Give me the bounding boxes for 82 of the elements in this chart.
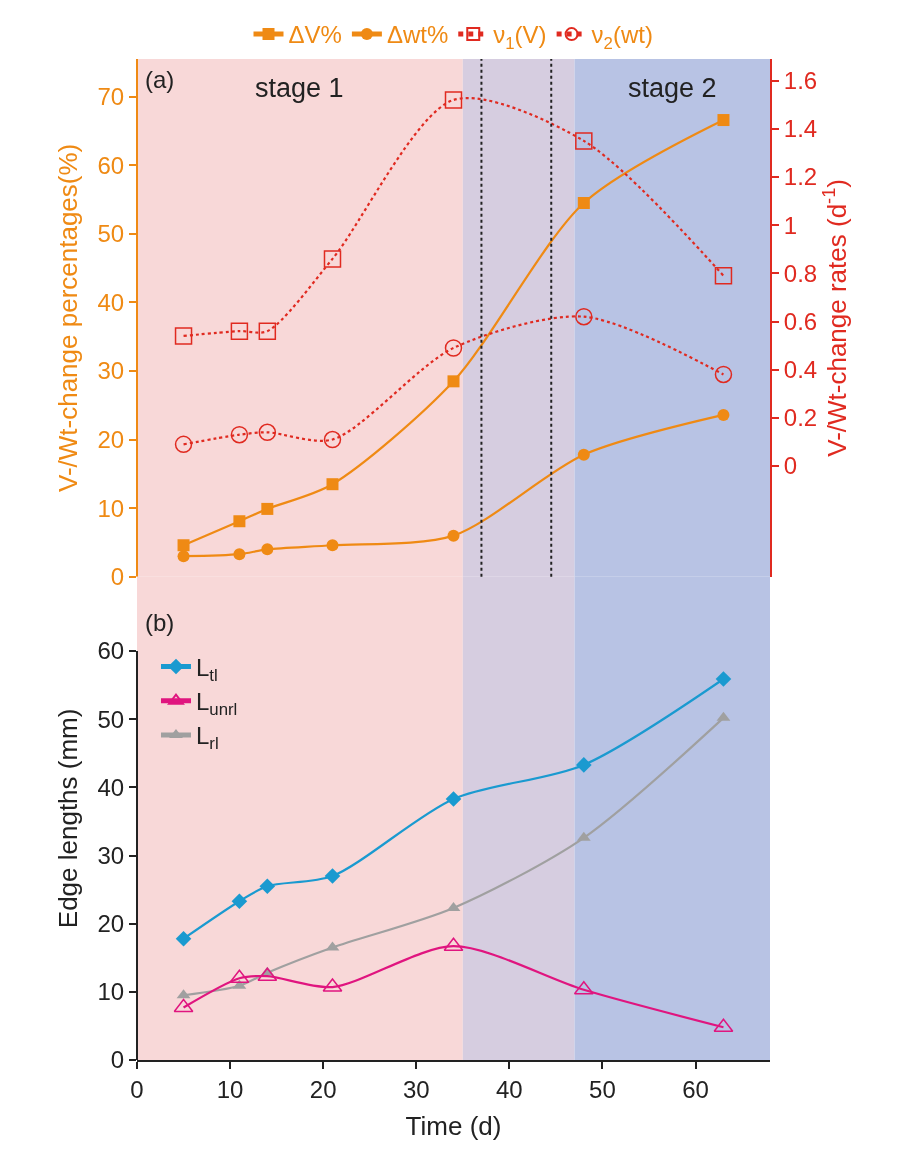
point [575,307,593,326]
y2-tick-label: 0.6 [783,307,818,335]
y-tick-label: 20 [97,426,125,454]
point [575,132,593,150]
point [326,478,339,491]
y-tick-label: 0 [110,1046,125,1074]
point [233,548,246,561]
legend-label: L$_{tl}$ [195,653,218,685]
y-tick-label: 10 [97,494,125,522]
point [233,515,246,528]
point [324,868,341,884]
point [175,930,192,947]
legend-label: ν$_{2}$(wt) [591,21,653,53]
point [444,91,463,109]
legend-label: L$_{rl}$ [195,722,219,754]
point [259,878,276,895]
point [445,791,462,807]
y-tick-label: 20 [97,910,125,938]
y-tick-label: 60 [97,151,125,179]
x-tick-label: 30 [402,1075,430,1103]
x-axis-title: Time (d) [405,1111,502,1141]
band-label: stage 2 [628,73,717,103]
point [323,250,342,268]
y-tick-label: 50 [97,705,125,733]
y2-tick-label: 0 [783,452,798,480]
y-tick-label: 30 [97,841,125,869]
point [231,893,248,909]
point [173,998,194,1013]
y2-tick-label: 1.6 [783,67,818,95]
point [717,114,730,127]
y2-tick-label: 0.8 [783,259,818,287]
legend-label: Δwt% [386,21,449,49]
point [577,448,590,461]
point [230,425,249,444]
x-tick-label: 50 [589,1075,616,1103]
y-tick-label: 40 [97,773,125,801]
point [447,529,460,542]
x-tick-label: 10 [216,1075,244,1103]
point [447,375,460,388]
point [258,322,277,340]
x-tick-label: 60 [682,1075,709,1103]
point [174,327,193,345]
point [326,539,339,552]
band-label: stage 1 [255,73,344,103]
point [177,550,190,563]
y-tick-label: 70 [97,83,125,111]
y2-tick-label: 0.4 [783,356,818,384]
point [230,322,249,340]
point [714,267,733,285]
x-tick-label: 0 [130,1075,144,1103]
x-tick-label: 40 [496,1075,523,1103]
point [177,539,190,552]
y-axis-title: Edge lengths (mm) [52,708,83,929]
y-tick-label: 0 [110,563,125,591]
legend-label: L$_{unrl}$ [195,688,238,720]
legend-label: ΔV% [288,21,342,49]
point [261,502,274,515]
point [258,423,277,442]
y-tick-label: 40 [97,288,125,316]
point [715,671,732,687]
point [174,435,193,454]
y-tick-label: 50 [97,220,125,248]
y-axis-title: V-/Wt-change percentages(%) [52,143,83,493]
chart-title: (a) [145,66,175,93]
y-tick-label: 10 [97,978,125,1006]
legend-label: ν$_{1}$(V) [493,21,547,53]
point [713,1018,734,1033]
x-tick-label: 20 [309,1075,337,1103]
y-tick-label: 30 [97,357,125,385]
y2-tick-label: 1 [783,211,798,239]
point [577,197,590,210]
y-tick-label: 60 [97,637,125,665]
point [444,339,463,357]
point [323,430,342,449]
y2-tick-label: 1.2 [783,163,818,191]
point [576,757,592,773]
point [261,543,274,556]
point [717,408,730,421]
point [714,365,733,384]
y2-tick-label: 0.2 [783,404,818,432]
y2-tick-label: 1.4 [783,115,818,143]
text: (b) [145,609,175,636]
